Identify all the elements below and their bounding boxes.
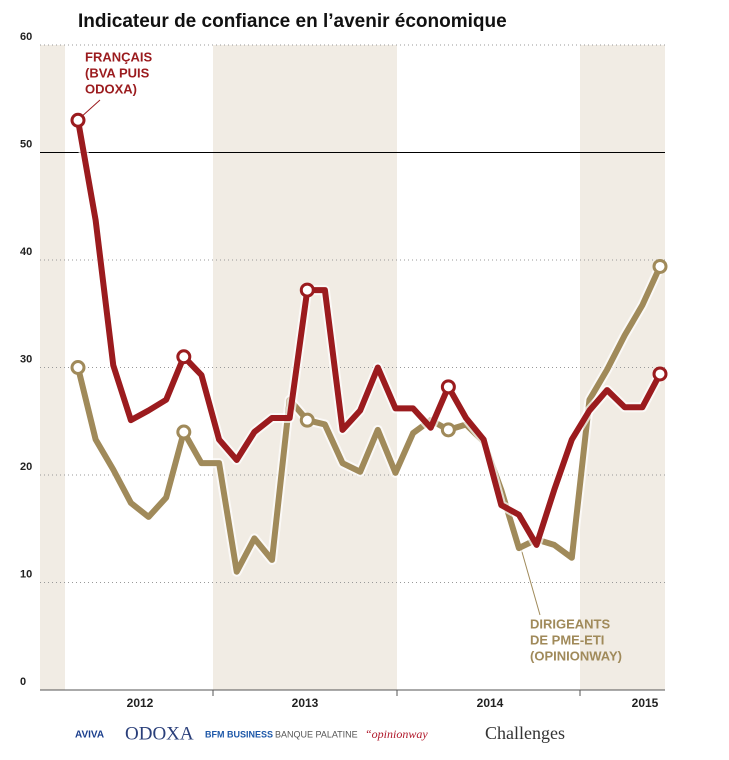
source-logo: BANQUE PALATINE [275,729,358,739]
y-tick-label: 30 [20,353,32,365]
leader-line [519,544,541,616]
series-line [75,265,663,575]
series-label: DE PME-ETI [530,632,604,647]
marker [70,112,86,128]
x-tick-label: 2013 [292,696,319,710]
source-logo: BFM BUSINESS [205,729,273,739]
marker [299,282,315,298]
marker [299,412,315,428]
y-tick-label: 40 [20,246,32,258]
marker [440,422,456,438]
marker [652,366,668,382]
series-line [75,119,663,548]
source-logo: ODOXA [125,723,194,744]
marker [652,258,668,274]
marker [176,424,192,440]
y-tick-label: 0 [20,676,26,688]
x-tick-label: 2014 [477,696,504,710]
marker [440,379,456,395]
y-tick-label: 50 [20,138,32,150]
source-logo: AVIVA [75,730,104,741]
marker [176,349,192,365]
series-label: DIRIGEANTS [530,616,611,631]
marker [70,360,86,375]
series-label: FRANÇAIS [85,49,152,64]
series-label: (OPINIONWAY) [530,648,622,663]
series-label: (BVA PUIS [85,65,150,80]
source-logo: “opinionway [365,727,428,741]
y-tick-label: 10 [20,568,32,580]
x-tick-label: 2015 [632,696,659,710]
y-tick-label: 20 [20,461,32,473]
series-label: ODOXA) [85,81,137,96]
source-logo: Challenges [485,723,565,743]
y-tick-label: 60 [20,31,32,43]
x-tick-label: 2012 [127,696,154,710]
chart-title: Indicateur de confiance en l’avenir écon… [78,11,507,32]
